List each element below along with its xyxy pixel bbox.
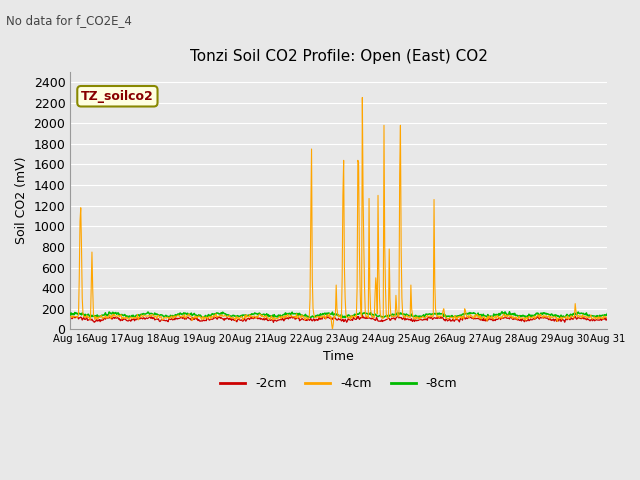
Legend: -2cm, -4cm, -8cm: -2cm, -4cm, -8cm <box>215 372 462 395</box>
Text: No data for f_CO2E_4: No data for f_CO2E_4 <box>6 14 132 27</box>
X-axis label: Time: Time <box>323 350 354 363</box>
Text: TZ_soilco2: TZ_soilco2 <box>81 90 154 103</box>
Y-axis label: Soil CO2 (mV): Soil CO2 (mV) <box>15 157 28 244</box>
Title: Tonzi Soil CO2 Profile: Open (East) CO2: Tonzi Soil CO2 Profile: Open (East) CO2 <box>190 48 488 63</box>
